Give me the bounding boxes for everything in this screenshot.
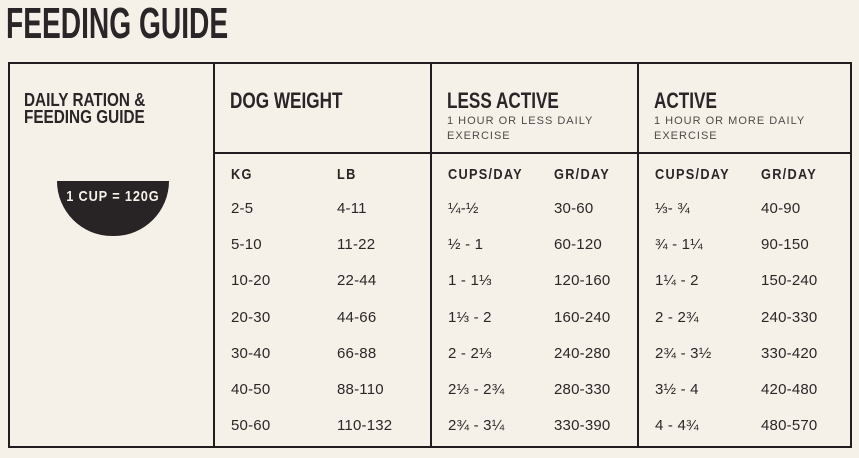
cup-measure-badge: 1 CUP = 120G — [57, 181, 169, 236]
page-title: FEEDING GUIDE — [6, 0, 229, 48]
table-cell: 66-88 — [337, 344, 377, 362]
col-header-cups-day: CUPS/DAY — [448, 165, 523, 183]
table-cell: 4 - 4¾ — [655, 417, 699, 435]
table-cell: 2 - 2¾ — [655, 308, 699, 326]
table-cell: 1 - 1⅓ — [448, 272, 492, 290]
table-cell: 40-90 — [761, 199, 801, 217]
feeding-guide-table: DAILY RATION & FEEDING GUIDE 1 CUP = 120… — [8, 62, 852, 448]
table-cell: 2-5 — [231, 199, 254, 217]
less-active-title: LESS ACTIVE — [447, 88, 559, 113]
column-dog-weight: DOG WEIGHT KG LB 2-5 4-11 5-10 11-22 10-… — [215, 64, 430, 446]
table-cell: 44-66 — [337, 308, 377, 326]
table-cell: 120-160 — [554, 272, 611, 290]
daily-ration-title-line1: DAILY RATION & — [24, 90, 146, 110]
table-cell: ¾ - 1¼ — [655, 235, 703, 253]
table-cell: ¼-½ — [448, 199, 479, 217]
table-cell: 50-60 — [231, 417, 271, 435]
active-subtitle: 1 HOUR OR MORE DAILY EXERCISE — [654, 115, 806, 142]
table-cell: 2 - 2⅓ — [448, 344, 492, 362]
table-cell: 110-132 — [337, 417, 393, 435]
cup-measure-label: 1 CUP = 120G — [66, 188, 160, 205]
less-active-grid: CUPS/DAY GR/DAY ¼-½ 30-60 ½ - 1 60-120 1… — [448, 158, 635, 444]
table-cell: 420-480 — [761, 381, 818, 399]
table-cell: 60-120 — [554, 235, 602, 253]
table-cell: 330-390 — [554, 417, 611, 435]
table-cell: 3½ - 4 — [655, 381, 699, 399]
table-cell: 280-330 — [554, 381, 611, 399]
header-divider — [432, 152, 637, 154]
active-title: ACTIVE — [654, 88, 717, 113]
dog-weight-grid: KG LB 2-5 4-11 5-10 11-22 10-20 22-44 20… — [231, 158, 428, 444]
header-divider — [215, 152, 430, 154]
table-cell: 5-10 — [231, 235, 262, 253]
col-header-cups-day: CUPS/DAY — [655, 165, 730, 183]
table-cell: 2¾ - 3½ — [655, 344, 712, 362]
table-cell: 11-22 — [337, 235, 376, 253]
column-divider — [213, 64, 215, 446]
table-cell: 22-44 — [337, 272, 377, 290]
table-cell: 240-280 — [554, 344, 611, 362]
table-cell: 480-570 — [761, 417, 818, 435]
table-cell: 4-11 — [337, 199, 367, 217]
table-cell: 88-110 — [337, 381, 384, 399]
column-active: ACTIVE 1 HOUR OR MORE DAILY EXERCISE CUP… — [639, 64, 850, 446]
dog-weight-title: DOG WEIGHT — [230, 88, 343, 113]
column-divider — [430, 64, 432, 446]
table-cell: 30-60 — [554, 199, 594, 217]
col-header-gr-day: GR/DAY — [761, 165, 818, 183]
col-header-gr-day: GR/DAY — [554, 165, 611, 183]
column-less-active: LESS ACTIVE 1 HOUR OR LESS DAILY EXERCIS… — [432, 64, 637, 446]
col-header-kg: KG — [231, 165, 253, 183]
table-cell: 40-50 — [231, 381, 271, 399]
table-cell: 10-20 — [231, 272, 271, 290]
header-divider — [639, 152, 850, 154]
table-cell: 30-40 — [231, 344, 271, 362]
table-cell: 1¼ - 2 — [655, 272, 699, 290]
daily-ration-title: DAILY RATION & FEEDING GUIDE — [24, 90, 146, 127]
table-cell: 20-30 — [231, 308, 271, 326]
table-cell: 90-150 — [761, 235, 809, 253]
table-cell: ⅓- ¾ — [655, 199, 690, 217]
table-cell: 1⅓ - 2 — [448, 308, 492, 326]
col-header-lb: LB — [337, 165, 357, 183]
daily-ration-title-line2: FEEDING GUIDE — [24, 107, 145, 127]
table-cell: 2¾ - 3¼ — [448, 417, 505, 435]
table-cell: 240-330 — [761, 308, 818, 326]
table-cell: ½ - 1 — [448, 235, 484, 253]
column-divider — [637, 64, 639, 446]
less-active-subtitle: 1 HOUR OR LESS DAILY EXERCISE — [447, 115, 594, 142]
table-cell: 2⅓ - 2¾ — [448, 381, 505, 399]
column-daily-ration: DAILY RATION & FEEDING GUIDE 1 CUP = 120… — [10, 64, 213, 446]
table-cell: 160-240 — [554, 308, 611, 326]
table-cell: 150-240 — [761, 272, 818, 290]
active-grid: CUPS/DAY GR/DAY ⅓- ¾ 40-90 ¾ - 1¼ 90-150… — [655, 158, 848, 444]
table-cell: 330-420 — [761, 344, 818, 362]
